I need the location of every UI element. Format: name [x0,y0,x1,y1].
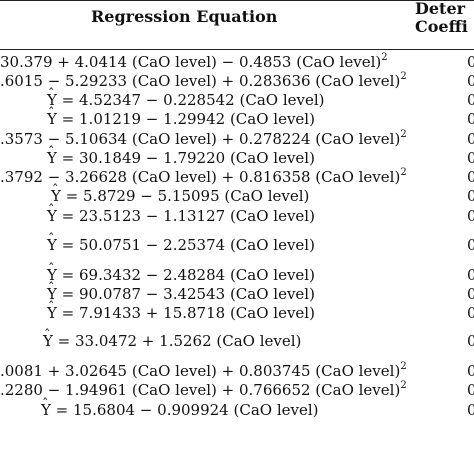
header-coefficient-line1: Deter [415,0,466,18]
top-border [0,0,474,1]
equation-text: .2280 − 1.94961 (CaO level) + 0.766652 (… [0,381,401,399]
equation-text: .3573 − 5.10634 (CaO level) + 0.278224 (… [0,130,401,148]
equation-text: = 30.1849 − 1.79220 (CaO level) [56,149,315,167]
regression-equation-cell: Y = 1.01219 − 1.29942 (CaO level) [47,105,315,128]
regression-equation-cell: Y = 5.8729 − 5.15095 (CaO level) [51,182,310,205]
header-coefficient-line2: Coeffi [415,17,468,36]
regression-equation-cell: Y = 69.3432 − 2.48284 (CaO level) [47,261,315,284]
coefficient-value: 0 [467,381,474,399]
regression-equation-cell: .6015 − 5.29233 (CaO level) + 0.283636 (… [0,71,407,90]
regression-equation-cell: .2280 − 1.94961 (CaO level) + 0.766652 (… [0,380,407,399]
exponent: 2 [400,361,407,372]
coefficient-value: 0 [467,72,474,90]
coefficient-value: 0 [467,149,474,167]
y-hat-symbol: Y [47,299,57,322]
equation-text: = 7.91433 + 15.8718 (CaO level) [56,304,315,322]
equation-text: .0081 + 3.02645 (CaO level) + 0.803745 (… [0,362,401,380]
equation-text: = 50.0751 − 2.25374 (CaO level) [56,236,315,254]
y-hat-symbol: Y [51,182,61,205]
regression-equation-cell: Y = 4.52347 − 0.228542 (CaO level) [47,86,325,109]
header-regression-equation: Regression Equation [91,7,278,26]
regression-equation-cell: Y = 15.6804 − 0.909924 (CaO level) [41,396,319,419]
regression-equation-cell: Y = 23.5123 − 1.13127 (CaO level) [47,202,315,225]
y-hat-symbol: Y [47,231,57,254]
regression-equation-cell: .3573 − 5.10634 (CaO level) + 0.278224 (… [0,129,407,148]
exponent: 2 [400,167,407,178]
regression-equation-cell: Y = 90.0787 − 3.42543 (CaO level) [47,280,315,303]
coefficient-value: 0 [467,266,474,284]
regression-equation-cell: 30.379 + 4.0414 (CaO level) − 0.4853 (Ca… [0,52,388,71]
coefficient-value: 0 [467,168,474,186]
regression-equation-cell: Y = 7.91433 + 15.8718 (CaO level) [47,299,315,322]
regression-equation-cell: Y = 33.0472 + 1.5262 (CaO level) [43,327,302,350]
y-hat-symbol: Y [47,280,57,303]
coefficient-value: 0 [467,362,474,380]
header-rule [0,49,474,50]
exponent: 2 [400,71,407,82]
regression-equation-cell: Y = 50.0751 − 2.25374 (CaO level) [47,231,315,254]
y-hat-symbol: Y [47,86,57,109]
coefficient-value: 0 [467,110,474,128]
exponent: 2 [400,380,407,391]
equation-text: = 5.8729 − 5.15095 (CaO level) [60,187,310,205]
coefficient-value: 0 [467,304,474,322]
regression-equation-cell: .0081 + 3.02645 (CaO level) + 0.803745 (… [0,361,407,380]
y-hat-symbol: Y [47,261,57,284]
equation-text: = 1.01219 − 1.29942 (CaO level) [56,110,315,128]
y-hat-symbol: Y [47,105,57,128]
y-hat-symbol: Y [43,327,53,350]
exponent: 2 [381,52,388,63]
coefficient-value: 0 [467,285,474,303]
coefficient-value: 0 [467,53,474,71]
regression-equation-cell: .3792 − 3.26628 (CaO level) + 0.816358 (… [0,167,407,186]
equation-text: .6015 − 5.29233 (CaO level) + 0.283636 (… [0,72,401,90]
y-hat-symbol: Y [47,202,57,225]
y-hat-symbol: Y [41,396,51,419]
y-hat-symbol: Y [47,144,57,167]
coefficient-value: 0 [467,130,474,148]
regression-equation-cell: Y = 30.1849 − 1.79220 (CaO level) [47,144,315,167]
coefficient-value: 0 [467,187,474,205]
equation-text: = 33.0472 + 1.5262 (CaO level) [52,332,302,350]
coefficient-value: 0 [467,332,474,350]
coefficient-value: 0 [467,236,474,254]
equation-text: = 69.3432 − 2.48284 (CaO level) [56,266,315,284]
coefficient-value: 0 [467,401,474,419]
equation-text: = 90.0787 − 3.42543 (CaO level) [56,285,315,303]
equation-text: = 23.5123 − 1.13127 (CaO level) [56,207,315,225]
coefficient-value: 0 [467,207,474,225]
exponent: 2 [400,129,407,140]
equation-text: = 4.52347 − 0.228542 (CaO level) [56,91,325,109]
equation-text: 30.379 + 4.0414 (CaO level) − 0.4853 (Ca… [0,53,382,71]
equation-text: .3792 − 3.26628 (CaO level) + 0.816358 (… [0,168,401,186]
coefficient-value: 0 [467,91,474,109]
equation-text: = 15.6804 − 0.909924 (CaO level) [50,401,319,419]
